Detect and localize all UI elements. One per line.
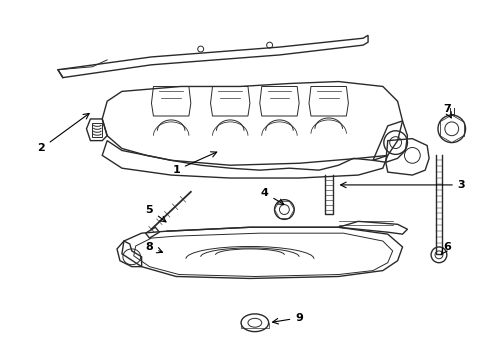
Text: 2: 2 <box>37 113 89 153</box>
Text: 9: 9 <box>272 313 303 324</box>
Text: 8: 8 <box>146 242 163 253</box>
Text: 6: 6 <box>441 242 451 255</box>
Text: 7: 7 <box>443 104 451 118</box>
Text: 3: 3 <box>341 180 465 190</box>
Text: 5: 5 <box>146 204 166 222</box>
Text: 1: 1 <box>172 152 217 175</box>
Text: 4: 4 <box>261 188 284 204</box>
